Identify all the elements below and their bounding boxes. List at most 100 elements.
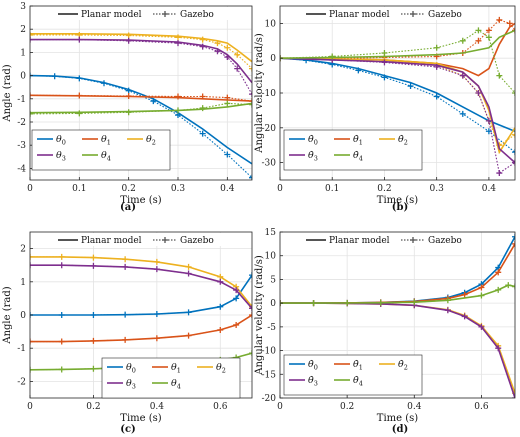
x-tick-label: 0.1 xyxy=(325,184,339,194)
gazebo-point-marker xyxy=(461,291,468,298)
series-model-1 xyxy=(280,243,515,304)
model-legend: Planar model Gazebo xyxy=(55,233,233,246)
x-tick-label: 0 xyxy=(277,184,283,194)
gazebo-point-marker xyxy=(381,59,388,66)
legend-entry-label: θ0 xyxy=(56,134,66,147)
chart-panel-b: 0 0.1 0.2 0.3 0.4 -30 -20 -10 0 10 Time (s) Angular… xyxy=(254,5,516,213)
series-legend: θ̇0 θ̇1 θ̇2 θ̇3 θ̇4 xyxy=(283,354,423,396)
series-model-0 xyxy=(280,236,515,304)
gazebo-point-marker xyxy=(433,44,440,51)
gazebo-point-marker xyxy=(249,350,252,357)
gazebo-point-marker xyxy=(76,75,83,82)
series-gazebo-4 xyxy=(30,352,252,371)
gazebo-point-marker xyxy=(329,53,336,60)
x-axis-label: Time (s) xyxy=(377,413,418,424)
gazebo-point-marker xyxy=(496,16,503,23)
y-tick-label: -3 xyxy=(17,141,26,151)
gazebo-point-marker xyxy=(475,90,482,96)
gazebo-point-marker xyxy=(153,335,160,342)
legend-entry-label: θ1 xyxy=(101,134,111,147)
gazebo-point-marker xyxy=(153,258,160,265)
gazebo-point-marker xyxy=(153,266,160,273)
gazebo-point-marker xyxy=(249,65,252,72)
gazebo-point-marker xyxy=(90,337,97,344)
series-gazebo-0 xyxy=(30,274,252,316)
y-tick-label: 0 xyxy=(20,72,26,82)
gazebo-point-marker xyxy=(175,34,181,41)
legend-plus-marker xyxy=(410,237,416,243)
series-gazebo-3 xyxy=(280,302,515,398)
legend-gazebo-label: Gazebo xyxy=(428,236,462,246)
gazebo-point-marker xyxy=(381,74,388,81)
legend-entry-label: θ0 xyxy=(126,362,136,375)
gazebo-point-marker xyxy=(224,94,231,101)
gazebo-point-marker xyxy=(512,283,515,290)
gazebo-point-marker xyxy=(433,93,440,100)
y-tick-label: -5 xyxy=(267,323,276,333)
series-model-1 xyxy=(30,94,252,102)
gazebo-point-marker xyxy=(355,67,362,74)
gazebo-point-marker xyxy=(505,282,512,289)
y-tick-label: 15 xyxy=(265,228,277,238)
gazebo-point-marker xyxy=(217,326,224,333)
gazebo-point-marker xyxy=(51,73,58,80)
y-axis-label: Angle (rad) xyxy=(2,64,13,122)
gazebo-point-marker xyxy=(58,338,65,345)
series-model-2 xyxy=(30,32,252,63)
gazebo-point-marker xyxy=(76,92,83,99)
y-tick-label: -2 xyxy=(17,377,26,387)
series-model-4 xyxy=(280,29,515,59)
plot-area xyxy=(280,233,515,398)
gazebo-point-marker xyxy=(125,87,132,94)
gazebo-point-marker xyxy=(495,269,502,276)
y-tick-label: -15 xyxy=(262,370,277,380)
gazebo-point-marker xyxy=(76,110,83,117)
series-legend: θ0 θ1 θ2 θ3 θ4 xyxy=(101,357,241,399)
legend-entry-label: θ1 xyxy=(171,362,181,375)
gazebo-point-marker xyxy=(381,49,388,56)
legend-planar-label: Planar model xyxy=(81,236,142,246)
gazebo-point-marker xyxy=(58,312,65,318)
series-legend: θ0 θ1 θ2 θ3 θ4 xyxy=(31,129,171,171)
gazebo-point-marker xyxy=(512,90,515,96)
gazebo-point-marker xyxy=(90,262,97,269)
gazebo-point-marker xyxy=(30,32,33,38)
y-tick-label: 10 xyxy=(265,252,277,262)
y-axis-label: Angular velocity (rad/s) xyxy=(254,255,265,376)
gazebo-point-marker xyxy=(496,170,503,177)
x-axis-label: Time (s) xyxy=(377,195,418,206)
legend-plus-marker xyxy=(410,11,416,17)
plot-area xyxy=(30,32,252,180)
y-tick-label: -2 xyxy=(17,118,26,128)
gazebo-point-marker xyxy=(459,37,466,44)
gazebo-point-marker xyxy=(76,36,83,43)
plot-area xyxy=(30,253,252,373)
legend-plus-marker xyxy=(162,237,168,243)
gazebo-point-marker xyxy=(512,159,515,166)
axes-frame xyxy=(279,231,516,399)
gazebo-point-marker xyxy=(30,253,33,260)
gazebo-point-marker xyxy=(512,27,515,34)
legend-entry-label: θ̇3 xyxy=(308,150,318,163)
legend-gazebo-label: Gazebo xyxy=(180,10,214,20)
gazebo-point-marker xyxy=(512,240,515,247)
model-legend: Planar model Gazebo xyxy=(55,7,233,20)
gazebo-point-marker xyxy=(214,40,221,47)
y-tick-label: 0 xyxy=(20,311,26,321)
y-tick-label: -1 xyxy=(17,344,26,354)
series-gazebo-0 xyxy=(280,236,515,304)
series-model-3 xyxy=(30,264,252,309)
y-tick-label: 0 xyxy=(270,299,276,309)
gazebo-point-marker xyxy=(233,295,240,302)
chart-panel-a: 0 0.1 0.2 0.3 0.4 -4 -3 -2 -1 0 1 2 3 Time (s) Angle (… xyxy=(2,2,253,213)
gazebo-point-marker xyxy=(475,37,482,44)
gazebo-point-marker xyxy=(30,262,33,269)
gazebo-point-marker xyxy=(175,93,181,100)
series-model-0 xyxy=(280,57,515,133)
gazebo-point-marker xyxy=(90,365,97,372)
gazebo-point-marker xyxy=(30,36,33,43)
gazebo-point-marker xyxy=(30,110,33,117)
gazebo-point-marker xyxy=(58,262,65,269)
legend-entry-label: θ̇1 xyxy=(353,134,363,147)
